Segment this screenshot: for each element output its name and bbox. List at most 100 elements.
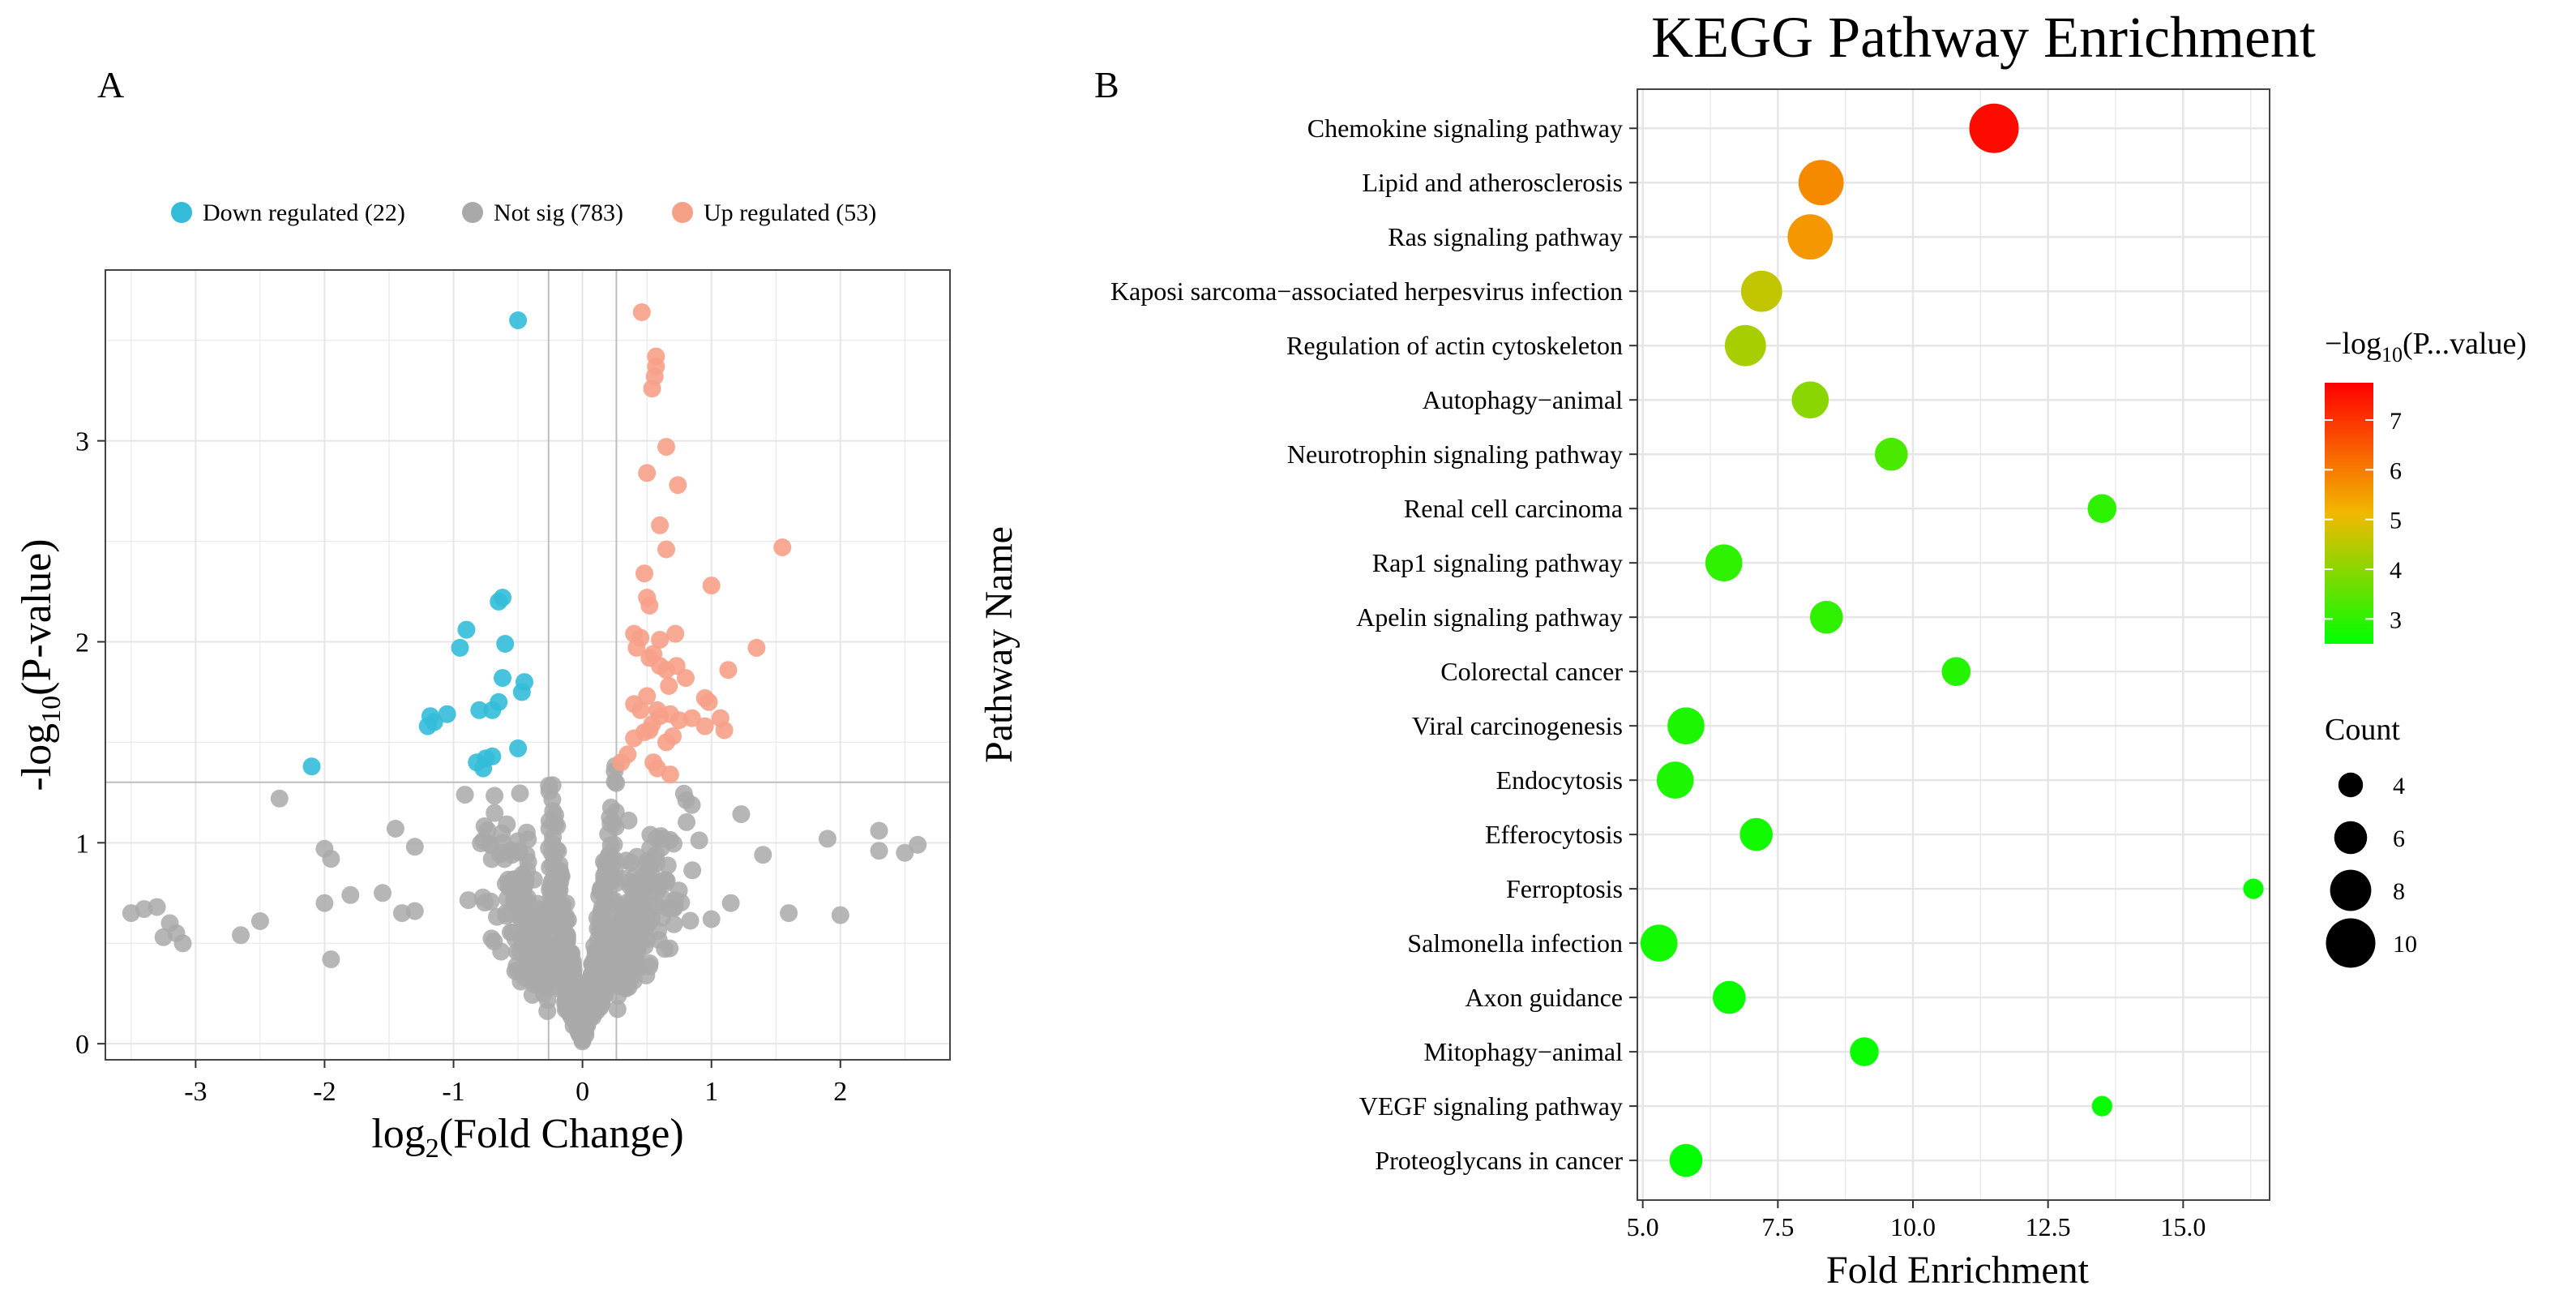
volcano-y-tick-label: 0 — [75, 1030, 89, 1060]
volcano-x-axis-title: log2(Fold Change) — [371, 1111, 683, 1164]
color-legend-bar — [2325, 383, 2373, 644]
volcano-point-notsig — [498, 815, 516, 834]
kegg-bubble — [1941, 657, 1971, 686]
volcano-point-notsig — [627, 847, 646, 866]
volcano-point-up — [773, 538, 792, 556]
volcano-point-notsig — [690, 831, 708, 850]
volcano-point-down — [451, 638, 469, 657]
volcano-point-up — [715, 721, 734, 740]
volcano-point-notsig — [475, 817, 494, 835]
kegg-bubble — [1667, 707, 1705, 744]
volcano-point-up — [747, 638, 766, 657]
volcano-point-notsig — [641, 825, 660, 844]
volcano-point-up — [657, 540, 675, 559]
volcano-point-notsig — [546, 937, 565, 956]
size-legend-label: 10 — [2393, 931, 2417, 958]
kegg-bubble — [1713, 980, 1746, 1014]
volcano-point-down — [509, 311, 528, 329]
volcano-point-notsig — [459, 891, 477, 910]
kegg-bubble — [1787, 214, 1834, 260]
kegg-bubble — [1810, 600, 1843, 634]
size-legend-label: 8 — [2393, 878, 2405, 905]
volcano-point-notsig — [511, 784, 529, 803]
kegg-panel: B KEGG Pathway Enrichment Chemokine sign… — [978, 5, 2527, 1292]
volcano-y-axis-title-sub: 10 — [36, 696, 66, 723]
kegg-x-tick-label: 12.5 — [2026, 1212, 2071, 1241]
volcano-point-up — [702, 577, 721, 595]
size-legend-dot — [2326, 918, 2376, 968]
volcano-x-axis-title-base: log — [371, 1111, 425, 1157]
kegg-bubble — [1739, 817, 1773, 851]
volcano-point-notsig — [870, 821, 888, 840]
kegg-pathway-labels: Chemokine signaling pathway Lipid and ath… — [1110, 114, 1637, 1175]
volcano-point-notsig — [681, 911, 700, 930]
volcano-point-notsig — [528, 910, 547, 928]
volcano-point-notsig — [536, 950, 554, 969]
volcano-point-up — [651, 516, 670, 534]
volcano-point-down — [496, 635, 515, 653]
volcano-point-notsig — [556, 910, 575, 928]
volcano-x-tick-label: -2 — [313, 1077, 336, 1107]
color-legend-tick-label: 3 — [2390, 607, 2402, 633]
volcano-point-notsig — [909, 835, 927, 854]
volcano-point-up — [676, 669, 695, 688]
volcano-point-notsig — [250, 912, 269, 930]
volcano-point-notsig — [683, 795, 701, 814]
volcano-point-up — [669, 476, 687, 495]
kegg-pathway-label: Mitophagy−animal — [1423, 1037, 1623, 1066]
kegg-x-tick-label: 5.0 — [1627, 1212, 1659, 1241]
volcano-point-notsig — [516, 898, 533, 916]
kegg-pathway-label: Apelin signaling pathway — [1356, 602, 1623, 632]
legend-marker-notsig — [462, 202, 483, 223]
volcano-point-notsig — [405, 838, 424, 856]
volcano-point-notsig — [486, 787, 504, 805]
kegg-bubble — [1705, 544, 1743, 581]
volcano-point-down — [470, 701, 489, 719]
volcano-axis-ticks: -3 -2 -1 0 1 2 0 1 2 3 — [75, 427, 847, 1107]
volcano-point-notsig — [702, 910, 721, 928]
volcano-point-up — [695, 717, 714, 735]
kegg-pathway-label: Axon guidance — [1465, 983, 1623, 1012]
volcano-point-down — [474, 759, 493, 778]
kegg-bubble — [1791, 381, 1829, 418]
kegg-x-tick-label: 15.0 — [2160, 1212, 2206, 1241]
volcano-point-notsig — [481, 892, 500, 911]
volcano-point-notsig — [754, 846, 772, 864]
volcano-point-notsig — [456, 786, 474, 804]
volcano-point-up — [638, 464, 657, 482]
volcano-point-notsig — [594, 952, 613, 971]
volcano-point-notsig — [628, 942, 647, 961]
kegg-bubble — [1875, 437, 1908, 471]
volcano-y-tick-label: 1 — [75, 829, 89, 859]
volcano-point-notsig — [521, 954, 540, 973]
panel-label-a: A — [97, 64, 124, 105]
size-legend-items: 4 6 8 10 — [2326, 772, 2417, 968]
volcano-point-notsig — [588, 970, 607, 988]
color-legend-tick-label: 4 — [2390, 557, 2402, 584]
volcano-points-notsig — [122, 757, 927, 1051]
kegg-pathway-label: Colorectal cancer — [1440, 657, 1623, 686]
kegg-gridlines — [1637, 89, 2270, 1200]
volcano-point-notsig — [322, 850, 340, 868]
kegg-frame — [1637, 88, 2270, 1201]
volcano-point-notsig — [563, 952, 582, 971]
kegg-pathway-label: Rap1 signaling pathway — [1372, 548, 1623, 577]
volcano-point-notsig — [597, 860, 615, 879]
volcano-point-up — [643, 379, 661, 398]
kegg-bubble — [1640, 924, 1678, 962]
volcano-point-notsig — [516, 868, 534, 886]
kegg-bubble — [2091, 1095, 2112, 1117]
volcano-point-up — [612, 753, 631, 772]
volcano-y-axis-title: -log10(P-value) — [14, 538, 66, 791]
volcano-point-down — [438, 705, 456, 723]
volcano-point-notsig — [605, 835, 623, 854]
volcano-x-axis-title-sub: 2 — [426, 1134, 439, 1164]
size-legend-dot — [2338, 772, 2364, 798]
legend-label-down: Down regulated (22) — [203, 199, 405, 226]
kegg-pathway-label: Ferroptosis — [1506, 874, 1623, 903]
kegg-pathway-label: Ras signaling pathway — [1388, 222, 1623, 251]
volcano-point-notsig — [270, 789, 289, 808]
volcano-point-up — [627, 638, 646, 657]
volcano-point-notsig — [495, 850, 514, 868]
kegg-pathway-label: Efferocytosis — [1485, 820, 1623, 849]
